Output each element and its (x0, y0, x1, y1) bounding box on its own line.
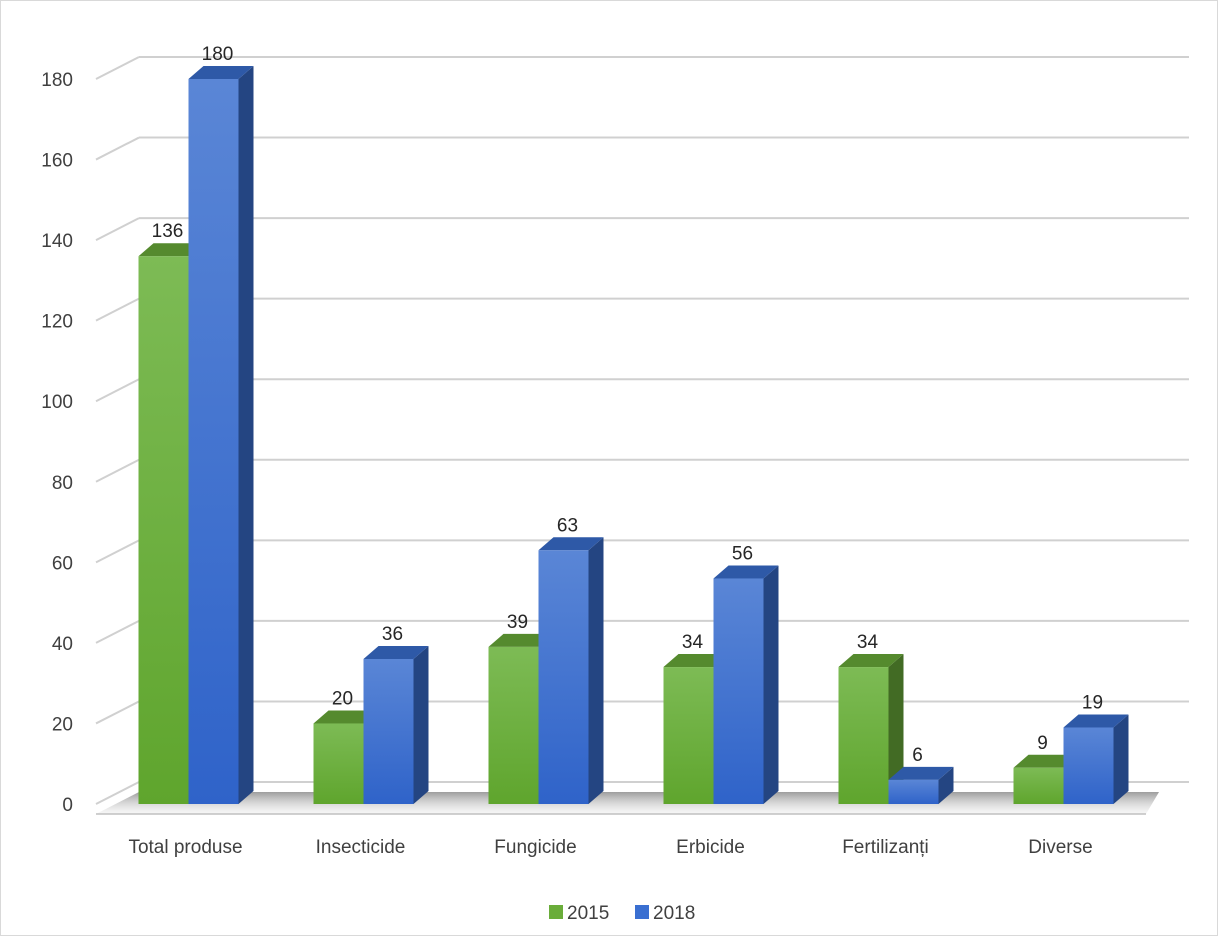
x-category-label: Erbicide (676, 837, 745, 858)
floor-shadow (96, 792, 1159, 814)
data-label: 20 (332, 688, 353, 709)
data-label: 36 (382, 624, 403, 645)
data-label: 9 (1037, 733, 1048, 754)
data-label: 39 (507, 612, 528, 633)
x-category-label: Diverse (1028, 837, 1092, 858)
bar-2018-diverse (1063, 714, 1129, 804)
bar-front (188, 79, 239, 804)
gridline-diagonal (95, 458, 140, 483)
y-axis-ticks: 0 20 40 60 80 100 120 140 160 180 (41, 70, 73, 816)
y-tick-label: 100 (41, 392, 73, 413)
bar-side (413, 646, 429, 804)
y-tick-label: 20 (52, 714, 73, 735)
gridline-diagonal (95, 781, 140, 805)
data-label: 6 (912, 745, 923, 766)
data-label: 56 (732, 543, 753, 564)
bar-2018-fungicide (538, 537, 604, 804)
x-category-label: Fertilizanți (842, 837, 929, 858)
gridline-diagonal (95, 136, 140, 161)
bar-front (538, 550, 589, 804)
bar-front (488, 646, 539, 804)
bar-side (763, 565, 779, 804)
data-label: 63 (557, 515, 578, 536)
gridline-diagonal (95, 297, 140, 322)
y-tick-label: 40 (52, 634, 73, 655)
y-tick-label: 60 (52, 553, 73, 574)
bar-2018-insecticide (363, 646, 429, 804)
bar-side (888, 654, 904, 804)
bar-front (363, 659, 414, 804)
legend-swatch-2018 (635, 905, 649, 919)
gridline-diagonal (95, 378, 140, 403)
bar-top (538, 537, 604, 551)
y-tick-label: 180 (41, 70, 73, 91)
bar-front (1063, 727, 1114, 804)
bar-top (313, 710, 379, 724)
bar-front (138, 256, 189, 804)
bar-top (138, 243, 204, 257)
gridline-diagonal (95, 539, 140, 564)
data-label: 19 (1082, 692, 1103, 713)
legend-label-2015: 2015 (567, 903, 609, 924)
x-category-label: Total produse (128, 837, 242, 858)
data-label: 34 (682, 632, 704, 653)
bar-side (938, 766, 954, 804)
bars (138, 66, 1129, 804)
y-tick-label: 120 (41, 312, 73, 333)
bar-front (888, 779, 939, 804)
chart-floor (96, 792, 1159, 814)
bar-front (663, 667, 714, 804)
bar-front (838, 667, 889, 804)
bar-2018-fertilizan-i (888, 766, 954, 804)
gridline-diagonal (95, 619, 140, 644)
y-tick-label: 0 (62, 795, 73, 816)
y-tick-label: 140 (41, 231, 73, 252)
bar-front (713, 578, 764, 804)
bar-top (488, 633, 554, 647)
bar-top (838, 654, 904, 668)
x-axis-categories: Total produse Insecticide Fungicide Erbicid… (128, 837, 1092, 858)
bar-side (238, 66, 254, 804)
bar-2018-total-produse (188, 66, 254, 804)
gridline-diagonal (95, 56, 140, 80)
bar-top (188, 66, 254, 79)
x-category-label: Fungicide (494, 837, 576, 858)
bar-front (313, 723, 364, 804)
legend-swatch-2015 (549, 905, 563, 919)
bar-2015-fertilizan-i (838, 654, 904, 804)
y-tick-label: 80 (52, 473, 73, 494)
bar-top (1063, 714, 1129, 728)
gridline-diagonal (95, 217, 140, 242)
y-tick-label: 160 (41, 151, 73, 172)
bar-2018-erbicide (713, 565, 779, 804)
bar-top (363, 646, 429, 659)
gridlines (95, 56, 1189, 815)
gridline-diagonal (95, 700, 140, 725)
data-labels: 136 180 20 36 39 63 34 56 34 6 9 19 (152, 44, 1103, 766)
bar-front (1013, 767, 1064, 804)
bar-side (1113, 714, 1129, 804)
data-label: 34 (857, 632, 879, 653)
x-category-label: Insecticide (316, 837, 406, 858)
bar-top (888, 766, 954, 780)
bar-side (588, 537, 604, 804)
legend: 2015 2018 (549, 903, 695, 924)
bar-top (1013, 754, 1079, 768)
data-label: 180 (202, 44, 234, 65)
bar-top (663, 654, 729, 668)
bar-top (713, 565, 779, 579)
data-label: 136 (152, 221, 184, 242)
legend-label-2018: 2018 (653, 903, 695, 924)
